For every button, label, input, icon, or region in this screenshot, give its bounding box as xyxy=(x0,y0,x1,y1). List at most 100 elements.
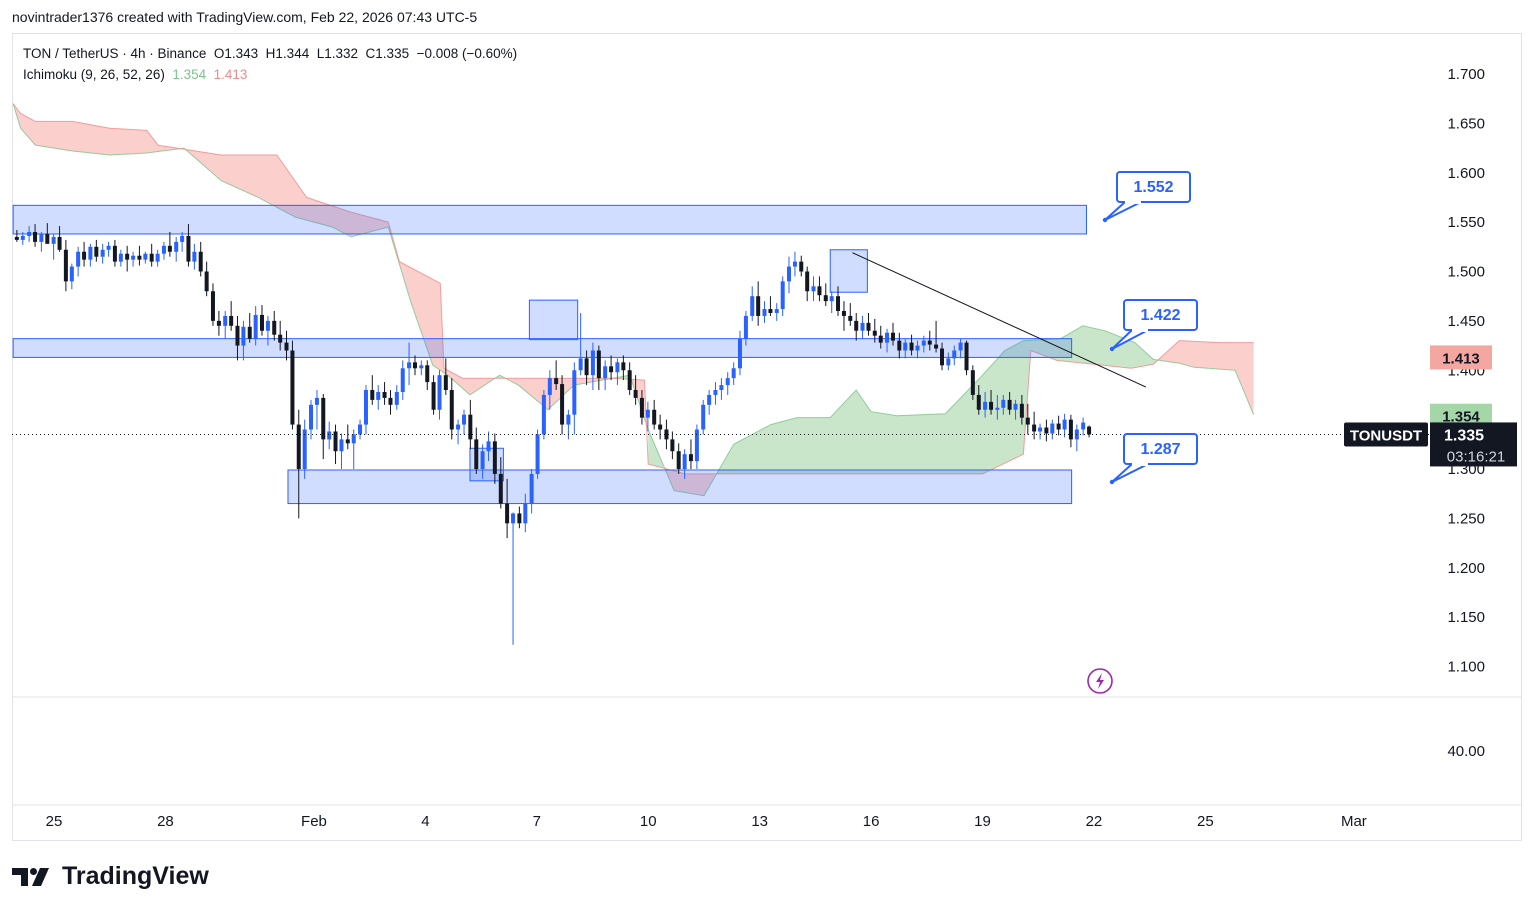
candle-body xyxy=(872,330,877,336)
candle-body xyxy=(535,434,540,474)
candle-body xyxy=(437,375,442,410)
candle-body xyxy=(670,439,675,452)
cloud-bearish-segment xyxy=(15,106,179,155)
candle-body xyxy=(241,326,246,346)
candle-body xyxy=(125,253,130,260)
candle-body xyxy=(909,342,914,351)
candle-body xyxy=(370,390,375,400)
callout-pointer xyxy=(1104,201,1142,221)
trendline xyxy=(852,252,1147,388)
candle-body xyxy=(584,358,589,376)
candle-body xyxy=(51,236,56,244)
candle-body xyxy=(1001,399,1006,408)
lower-pane-tick: 40.00 xyxy=(1447,743,1485,760)
candle-body xyxy=(762,309,767,316)
x-axis-tick: 28 xyxy=(157,813,174,830)
y-axis-tick: 1.250 xyxy=(1447,510,1485,527)
candle-body xyxy=(210,291,215,321)
x-axis-tick: 4 xyxy=(421,813,429,830)
candle-body xyxy=(572,370,577,415)
y-axis-tick: 1.650 xyxy=(1447,115,1485,132)
candle-body xyxy=(174,241,179,252)
candle-body xyxy=(204,271,209,292)
ohlc-close: C1.335 xyxy=(365,46,410,61)
callout-anchor-dot xyxy=(1109,479,1115,485)
candle-body xyxy=(76,251,81,267)
lightning-icon-bolt xyxy=(1096,673,1104,689)
zone-box xyxy=(528,299,579,341)
candle-body xyxy=(560,384,565,425)
candle-body xyxy=(321,397,326,440)
candle-body xyxy=(278,334,283,343)
candle-body xyxy=(701,404,706,430)
callout-pointer xyxy=(1111,463,1149,483)
candle-body xyxy=(118,253,123,262)
candle-body xyxy=(934,344,939,349)
tradingview-logo[interactable]: TradingView xyxy=(12,862,209,891)
price-callout: 1.552 xyxy=(1102,171,1191,223)
ohlc-open: O1.343 xyxy=(213,46,259,61)
candle-body xyxy=(259,314,264,331)
price-callout: 1.422 xyxy=(1109,299,1198,352)
candle-body xyxy=(615,362,620,373)
symbol-line[interactable]: TON / TetherUS · 4h · Binance xyxy=(23,46,207,61)
candle-body xyxy=(69,266,74,282)
candle-body xyxy=(247,326,252,339)
candle-body xyxy=(480,451,485,469)
candle-body xyxy=(958,342,963,351)
candle-body xyxy=(106,245,111,250)
candle-body xyxy=(302,429,307,469)
symbol-tag-text: TONUSDT xyxy=(1350,427,1422,444)
callout-box xyxy=(1123,299,1198,331)
candle-body xyxy=(1019,403,1024,418)
candle-body xyxy=(167,245,172,252)
cloud-bullish-segment xyxy=(496,375,504,379)
candle-body xyxy=(983,401,988,410)
candle-body xyxy=(400,368,405,392)
chart-credit: novintrader1376 created with TradingView… xyxy=(12,9,478,25)
x-axis-tick: 25 xyxy=(1197,813,1214,830)
x-axis-tick: 16 xyxy=(863,813,880,830)
candle-body xyxy=(186,235,191,262)
candle-body xyxy=(1050,423,1055,434)
candle-body xyxy=(339,439,344,452)
candle-body xyxy=(431,382,436,410)
lightning-icon[interactable] xyxy=(1087,668,1113,694)
candle-body xyxy=(694,429,699,462)
candle-body xyxy=(20,235,25,240)
candle-body xyxy=(817,286,822,296)
zone-box xyxy=(12,338,1073,358)
indicator-legend[interactable]: Ichimoku (9, 26, 52, 26) 1.354 1.413 xyxy=(23,67,247,82)
candle-body xyxy=(523,503,528,524)
symbol-legend[interactable]: TON / TetherUS · 4h · Binance O1.343 H1.… xyxy=(23,46,517,61)
candle-body xyxy=(1038,427,1043,432)
candle-body xyxy=(198,251,203,272)
candle-body xyxy=(866,322,871,331)
candle-body xyxy=(811,286,816,292)
indicator-value-a: 1.354 xyxy=(172,67,207,82)
last-price-tag xyxy=(1430,422,1517,467)
candle-body xyxy=(265,320,270,331)
candle-body xyxy=(425,365,430,383)
candle-body xyxy=(596,350,601,379)
candle-body xyxy=(155,253,160,262)
candle-body xyxy=(897,340,902,351)
callout-label: 1.422 xyxy=(1140,307,1180,324)
candle-body xyxy=(750,296,755,316)
candle-body xyxy=(1087,426,1092,435)
candle-body xyxy=(890,332,895,341)
candle-body xyxy=(940,348,945,366)
candle-body xyxy=(878,335,883,343)
candle-body xyxy=(1062,419,1067,430)
candle-body xyxy=(921,340,926,346)
indicator-name[interactable]: Ichimoku (9, 26, 52, 26) xyxy=(23,67,165,82)
candle-body xyxy=(149,253,154,262)
candle-body xyxy=(547,378,552,395)
candle-body xyxy=(554,378,559,385)
candle-body xyxy=(1013,403,1018,410)
candle-body xyxy=(719,385,724,390)
candle-body xyxy=(223,315,228,326)
x-axis-tick: 25 xyxy=(46,813,63,830)
candle-body xyxy=(952,350,957,359)
